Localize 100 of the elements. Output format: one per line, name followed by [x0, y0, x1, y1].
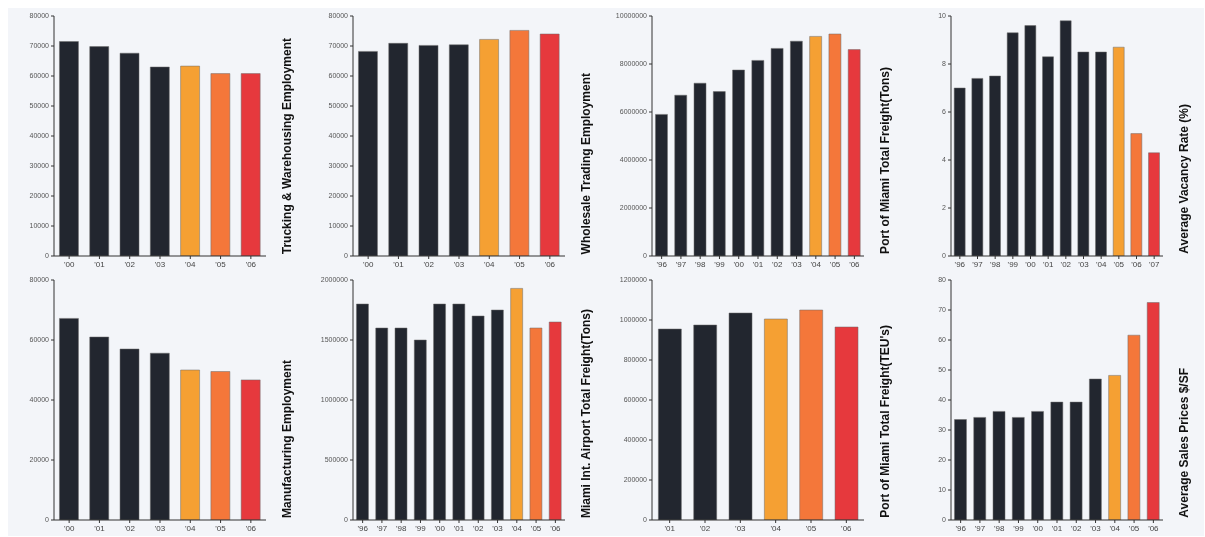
x-tick-label: '06	[245, 259, 257, 269]
bar	[180, 369, 200, 520]
bar	[356, 303, 369, 520]
x-tick-label: '06	[849, 259, 861, 269]
x-tick-label: '00	[1025, 259, 1037, 269]
x-tick-label: '98	[989, 259, 1001, 269]
bar	[449, 44, 469, 256]
x-tick-label: '01	[453, 523, 465, 533]
bar	[1148, 152, 1160, 256]
bar	[210, 73, 231, 256]
x-tick-label: '05	[514, 259, 526, 269]
x-tick-label: '00	[434, 523, 446, 533]
bar	[548, 321, 562, 520]
bar	[509, 30, 530, 256]
bar	[1031, 411, 1044, 520]
x-tick-label: '03	[453, 259, 465, 269]
x-tick-label: '00	[63, 259, 75, 269]
bar	[539, 33, 560, 256]
x-tick-label: '03	[791, 259, 803, 269]
x-tick-label: '98	[395, 523, 407, 533]
x-tick-label: '05	[215, 523, 227, 533]
x-tick-label: '99	[1013, 523, 1025, 533]
bar	[1130, 133, 1143, 256]
bar	[1069, 401, 1083, 520]
bar	[674, 94, 687, 256]
y-axis-title: Miami Int. Airport Total Freight(Tons)	[579, 308, 593, 518]
bar	[452, 303, 466, 520]
x-tick-label: '03	[492, 523, 504, 533]
bar	[1077, 51, 1090, 256]
x-tick-label: '05	[530, 523, 542, 533]
x-tick-label: '01	[393, 259, 405, 269]
x-tick-label: '03	[1078, 259, 1090, 269]
x-tick-label: '03	[1090, 523, 1102, 533]
bar	[89, 46, 109, 256]
bar	[655, 114, 668, 256]
bar	[751, 60, 765, 256]
x-tick-label: '98	[993, 523, 1005, 533]
bar	[1042, 56, 1054, 256]
x-tick-label: '05	[805, 523, 817, 533]
y-axis-title: Trucking & Warehousing Employment	[280, 37, 294, 254]
x-tick-label: '02	[1071, 523, 1083, 533]
y-axis-title: Port of Miami Total Freight(Tons)	[878, 67, 892, 254]
x-tick-label: '99	[415, 523, 427, 533]
bar	[728, 312, 753, 520]
x-tick-label: '02	[124, 259, 136, 269]
bar	[433, 303, 446, 520]
bar	[89, 336, 109, 520]
x-tick-label: '01	[1051, 523, 1063, 533]
x-tick-label: '97	[974, 523, 986, 533]
bar	[764, 318, 788, 520]
bar	[847, 49, 861, 256]
bar	[658, 328, 682, 520]
x-tick-label: '05	[1113, 259, 1125, 269]
x-tick-label: '06	[1131, 259, 1143, 269]
x-tick-label: '01	[752, 259, 764, 269]
x-tick-label: '04	[810, 259, 822, 269]
x-tick-label: '02	[1060, 259, 1072, 269]
x-tick-label: '01	[94, 259, 106, 269]
x-tick-label: '97	[675, 259, 687, 269]
x-tick-label: '04	[1095, 259, 1107, 269]
bar	[1127, 334, 1141, 520]
y-axis-title: Average Vacancy Rate (%)	[1177, 104, 1191, 254]
bar	[954, 419, 967, 520]
bar	[1012, 417, 1025, 520]
x-tick-label: '99	[714, 259, 726, 269]
x-tick-label: '05	[215, 259, 227, 269]
bar	[491, 309, 504, 520]
x-tick-label: '06	[1148, 523, 1160, 533]
x-tick-label: '01	[94, 523, 106, 533]
x-tick-label: '00	[1032, 523, 1044, 533]
x-tick-label: '00	[63, 523, 75, 533]
x-tick-label: '04	[185, 259, 197, 269]
x-tick-label: '96	[357, 523, 369, 533]
bar	[770, 48, 784, 256]
bar	[418, 45, 439, 256]
x-tick-label: '02	[124, 523, 136, 533]
x-tick-label: '97	[376, 523, 388, 533]
y-axis-title: Average Sales Prices $/SF	[1177, 368, 1191, 518]
x-tick-label: '06	[544, 259, 556, 269]
x-tick-label: '04	[484, 259, 496, 269]
bar	[1006, 32, 1019, 256]
x-tick-label: '02	[473, 523, 485, 533]
bar	[388, 43, 408, 256]
x-tick-label: '98	[694, 259, 706, 269]
x-tick-label: '99	[1007, 259, 1019, 269]
bar	[1059, 20, 1072, 256]
bar	[510, 288, 523, 520]
bar	[953, 87, 966, 256]
bar	[693, 324, 717, 520]
bar	[799, 309, 823, 520]
x-tick-label: '06	[550, 523, 562, 533]
x-tick-label: '07	[1148, 259, 1160, 269]
bar	[414, 339, 427, 520]
x-tick-label: '04	[770, 523, 782, 533]
bar	[973, 417, 986, 520]
x-tick-label: '04	[1109, 523, 1121, 533]
x-tick-label: '00	[733, 259, 745, 269]
bar	[732, 69, 745, 256]
x-tick-label: '05	[829, 259, 841, 269]
bar	[713, 91, 726, 256]
